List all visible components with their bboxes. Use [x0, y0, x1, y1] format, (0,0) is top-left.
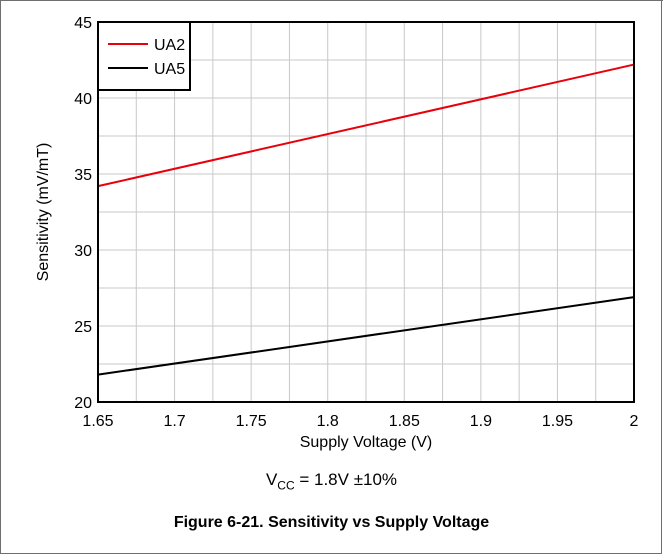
condition-subscript: CC — [277, 478, 295, 493]
y-axis-label: Sensitivity (mV/mT) — [35, 143, 52, 282]
series-layer — [97, 63, 635, 376]
y-tick-label: 45 — [74, 15, 92, 32]
series-line-ua2 — [97, 63, 635, 188]
x-tick-label: 1.75 — [236, 413, 267, 430]
x-axis-label: Supply Voltage (V) — [300, 434, 433, 451]
x-tick-label: 1.7 — [163, 413, 185, 430]
x-tick-label: 1.95 — [542, 413, 573, 430]
test-condition: VCC = 1.8V ±10% — [0, 470, 663, 492]
y-tick-label: 40 — [74, 91, 92, 108]
y-tick-label: 25 — [74, 319, 92, 336]
frame-top-border — [0, 0, 663, 1]
legend: UA2 UA5 — [97, 21, 191, 91]
condition-suffix: = 1.8V ±10% — [294, 470, 398, 489]
x-tick-label: 1.9 — [470, 413, 492, 430]
x-tick-label: 1.8 — [317, 413, 339, 430]
x-tick-label: 1.85 — [389, 413, 420, 430]
figure-caption: Figure 6-21. Sensitivity vs Supply Volta… — [173, 514, 490, 531]
y-tick-label: 35 — [74, 167, 92, 184]
y-tick-label: 30 — [74, 243, 92, 260]
y-tick-label: 20 — [74, 395, 92, 412]
legend-box — [97, 21, 191, 91]
x-tick-label: 1.65 — [82, 413, 113, 430]
plot-border — [97, 21, 635, 403]
x-tick-labels: 1.65 1.7 1.75 1.8 1.85 1.9 1.95 2 — [82, 413, 638, 430]
legend-label-ua2: UA2 — [154, 37, 185, 54]
legend-label-ua5: UA5 — [154, 61, 185, 78]
x-tick-label: 2 — [630, 413, 639, 430]
y-tick-labels: 20 25 30 35 40 45 — [74, 15, 92, 412]
series-line-ua5 — [97, 296, 635, 376]
condition-prefix: V — [265, 470, 278, 489]
